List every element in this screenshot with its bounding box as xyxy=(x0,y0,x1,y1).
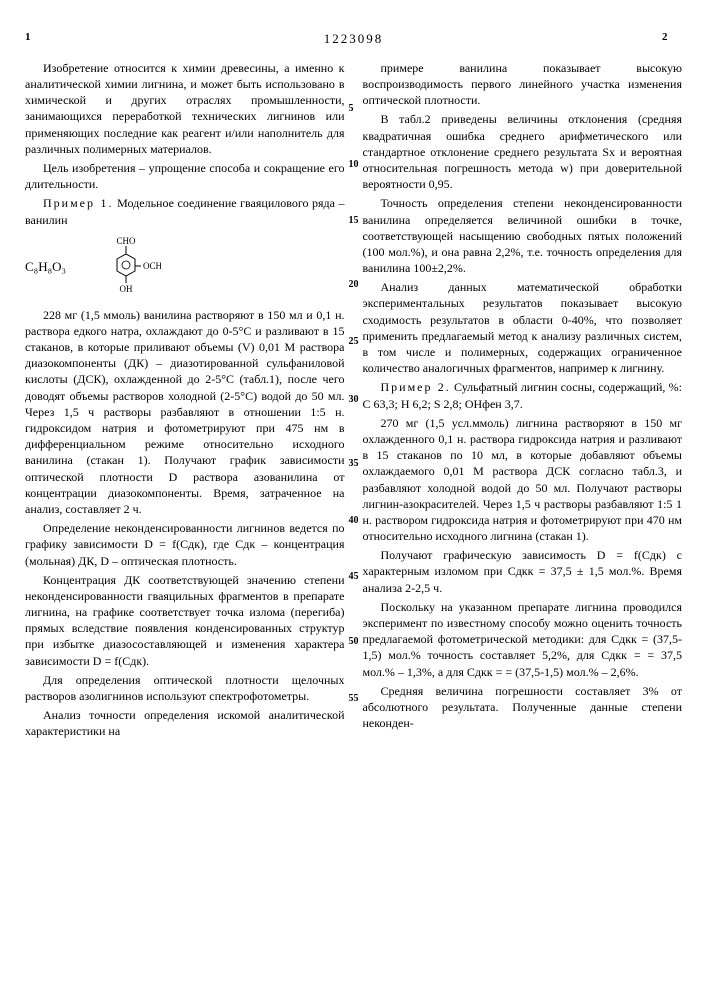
paragraph: Пример 2. Сульфатный лигнин сосны, содер… xyxy=(363,379,683,411)
svg-text:CHO: CHO xyxy=(117,236,137,246)
paragraph: примере ванилина показывает высокую восп… xyxy=(363,60,683,109)
line-number: 20 xyxy=(349,278,359,292)
chemical-structure: CHO OCH₃ OH xyxy=(91,236,161,299)
line-number: 35 xyxy=(349,457,359,471)
page-num-left: 1 xyxy=(25,30,45,45)
text-columns: Изобретение относится к химии древесины,… xyxy=(25,60,682,743)
line-number: 15 xyxy=(349,214,359,228)
paragraph: Концентрация ДК соответствующей значению… xyxy=(25,572,345,669)
line-number: 10 xyxy=(349,158,359,172)
example-label: Пример 1. xyxy=(43,196,114,210)
paragraph: Поскольку на указанном препарате лигнина… xyxy=(363,599,683,680)
line-number: 45 xyxy=(349,570,359,584)
chemical-formula: C₈H₈O₃ CHO OCH₃ OH xyxy=(25,236,345,299)
svg-text:OCH₃: OCH₃ xyxy=(143,261,161,271)
paragraph: 270 мг (1,5 усл.ммоль) лигнина растворяю… xyxy=(363,415,683,545)
paragraph: Средняя величина погрешности составляет … xyxy=(363,683,683,732)
column-right: 5 10 15 20 25 30 35 40 45 50 55 примере … xyxy=(363,60,683,743)
svg-text:OH: OH xyxy=(120,284,133,294)
paragraph: 228 мг (1,5 ммоль) ванилина растворяют в… xyxy=(25,307,345,517)
paragraph: Анализ данных математической обработки э… xyxy=(363,279,683,376)
line-number: 40 xyxy=(349,514,359,528)
line-number: 5 xyxy=(349,102,354,116)
column-left: Изобретение относится к химии древесины,… xyxy=(25,60,345,743)
line-number: 25 xyxy=(349,335,359,349)
paragraph: Изобретение относится к химии древесины,… xyxy=(25,60,345,157)
document-number: 1223098 xyxy=(324,30,384,48)
paragraph: Пример 1. Модельное соединение гваяцилов… xyxy=(25,195,345,227)
paragraph: Цель изобретения – упрощение способа и с… xyxy=(25,160,345,192)
paragraph: Определение неконденсированности лигнино… xyxy=(25,520,345,569)
line-number: 50 xyxy=(349,635,359,649)
paragraph: В табл.2 приведены величины отклонения (… xyxy=(363,111,683,192)
line-number: 30 xyxy=(349,393,359,407)
line-number: 55 xyxy=(349,692,359,706)
page-num-right: 2 xyxy=(662,30,682,45)
paragraph: Получают графическую зависимость D = f(C… xyxy=(363,547,683,596)
page-header: 1 1223098 2 xyxy=(25,30,682,45)
paragraph: Точность определения степени неконденсир… xyxy=(363,195,683,276)
paragraph: Анализ точности определения искомой анал… xyxy=(25,707,345,739)
example-label: Пример 2. xyxy=(381,380,451,394)
paragraph: Для определения оптической плотности щел… xyxy=(25,672,345,704)
formula-text: C₈H₈O₃ xyxy=(25,258,66,276)
